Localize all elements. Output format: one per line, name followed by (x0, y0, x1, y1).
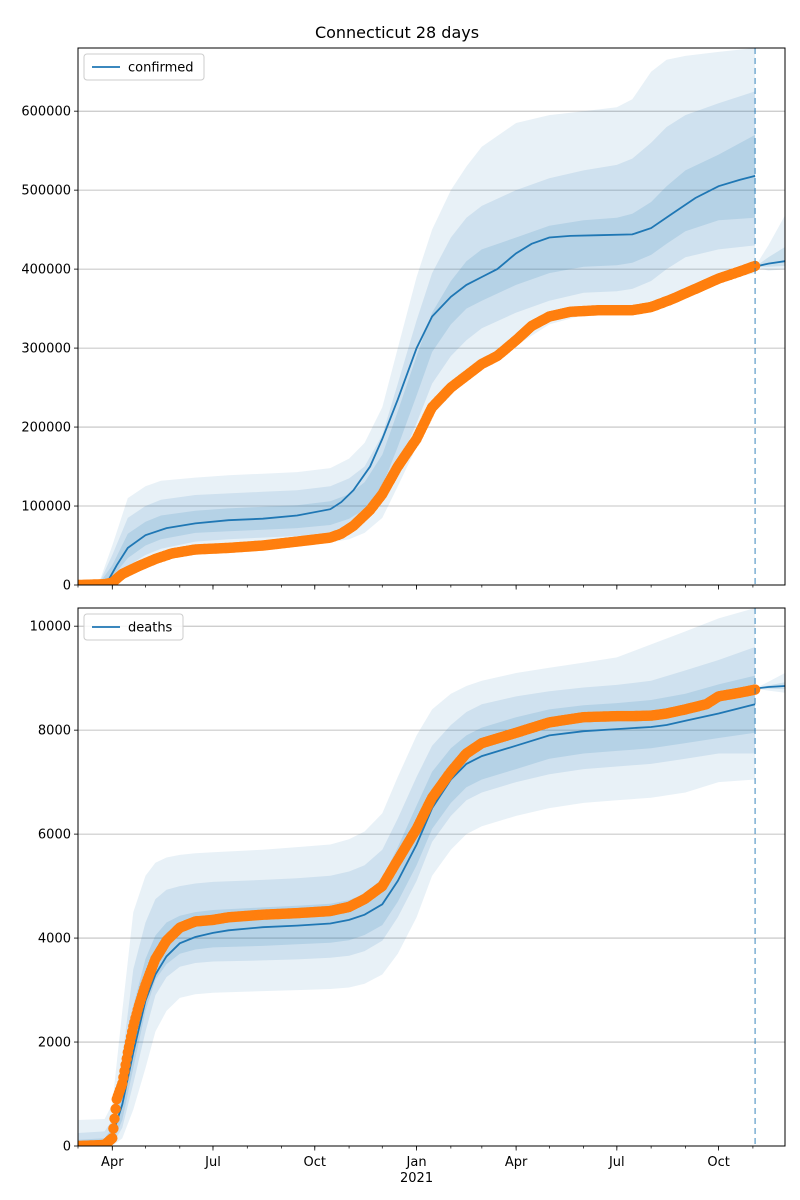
x-tick-label: Oct (304, 1155, 326, 1170)
legend: deaths (83, 613, 184, 641)
uncertainty-band-outer (78, 608, 756, 1146)
uncertainty-band-middle (78, 647, 756, 1146)
uncertainty-band-outer (78, 48, 756, 585)
x-tick-label: Apr (505, 1155, 528, 1170)
series-line-deaths (78, 703, 756, 1146)
series-line-confirmed (78, 175, 756, 585)
series-markers-confirmed-observed (78, 260, 761, 585)
confirmed-panel: 0 100000 200000 300000 400000 500000 600000 con… (21, 47, 786, 594)
legend-label: confirmed (128, 61, 194, 76)
x-tick-label: Jan (406, 1155, 427, 1170)
y-tick-label: 6000 (38, 828, 71, 843)
y-tick-label: 2000 (38, 1036, 71, 1051)
forecast-band (755, 215, 785, 271)
x-tick-label: Apr (101, 1155, 124, 1170)
y-tick-label: 100000 (21, 500, 71, 515)
data-point (110, 1103, 121, 1115)
data-point (109, 1113, 120, 1124)
y-tick-label: 200000 (21, 421, 71, 436)
legend-label: deaths (128, 621, 173, 636)
y-tick-label: 0 (63, 579, 71, 594)
data-point (749, 260, 761, 272)
axes-frame (77, 607, 786, 1147)
plot-area (78, 48, 785, 585)
uncertainty-band-inner (78, 134, 756, 585)
x-tick-label: Jul (204, 1155, 221, 1170)
y-tick-label: 8000 (38, 724, 71, 739)
y-tick-label: 0 (63, 1140, 71, 1155)
x-tick-label: Jul (608, 1155, 625, 1170)
uncertainty-band-middle (78, 91, 756, 585)
x-tick-sublabel: 2021 (400, 1171, 433, 1186)
y-tick-label: 10000 (30, 620, 71, 635)
legend: confirmed (83, 53, 205, 81)
y-tick-label: 500000 (21, 184, 71, 199)
legend-box (83, 53, 205, 81)
y-tick-label: 300000 (21, 342, 71, 357)
uncertainty-band-inner (78, 675, 756, 1146)
figure-title: Connecticut 28 days (315, 23, 479, 42)
data-point (107, 1133, 118, 1144)
y-tick-label: 600000 (21, 105, 71, 120)
plot-area (78, 608, 785, 1146)
series-markers-deaths-observed (78, 684, 761, 1146)
axes-frame (77, 47, 786, 586)
y-tick-label: 400000 (21, 263, 71, 278)
legend-box (83, 613, 184, 641)
y-tick-label: 4000 (38, 932, 71, 947)
data-point (108, 1123, 119, 1134)
x-tick-label: Oct (707, 1155, 729, 1170)
